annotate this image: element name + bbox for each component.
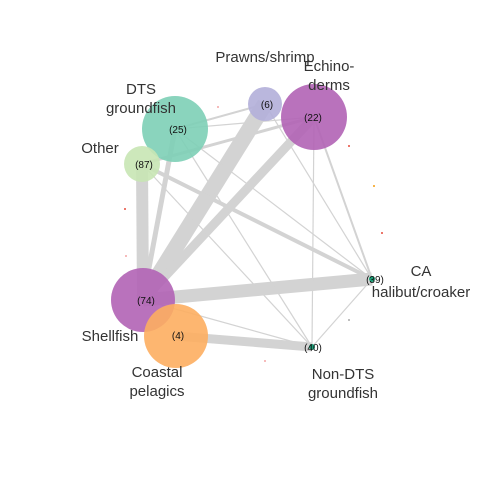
- dot-2: [348, 145, 350, 147]
- label-non-dts-2: groundfish: [308, 385, 378, 402]
- label-non-dts-1: Non-DTS: [312, 366, 375, 383]
- edge-echinoderms-non-dts: [312, 117, 314, 347]
- dot-6: [125, 255, 127, 257]
- dot-8: [264, 360, 266, 362]
- label-shellfish: Shellfish: [82, 328, 139, 345]
- edge-shellfish-ca-halibut: [143, 279, 372, 300]
- dot-1: [217, 106, 219, 108]
- label-other: Other: [81, 140, 119, 157]
- label-echinoderms-2: derms: [308, 77, 350, 94]
- count-echinoderms: (22): [304, 113, 322, 124]
- dot-5: [124, 208, 126, 210]
- label-prawns: Prawns/shrimp: [215, 49, 314, 66]
- label-echinoderms-1: Echino-: [304, 58, 355, 75]
- label-ca-halibut-2: halibut/croaker: [372, 284, 470, 301]
- label-dts-1: DTS: [126, 81, 156, 98]
- label-coastal-1: Coastal: [132, 364, 183, 381]
- count-dts: (25): [169, 125, 187, 136]
- dot-7: [348, 319, 350, 321]
- count-coastal: (4): [172, 331, 184, 342]
- count-non-dts: (40): [304, 343, 322, 354]
- label-dts-2: groundfish: [106, 100, 176, 117]
- count-other: (87): [135, 160, 153, 171]
- dot-4: [381, 232, 383, 234]
- dot-3: [373, 185, 375, 187]
- count-shellfish: (74): [137, 296, 155, 307]
- label-coastal-2: pelagics: [129, 383, 184, 400]
- count-prawns: (6): [261, 100, 273, 111]
- label-ca-halibut-1: CA: [411, 263, 432, 280]
